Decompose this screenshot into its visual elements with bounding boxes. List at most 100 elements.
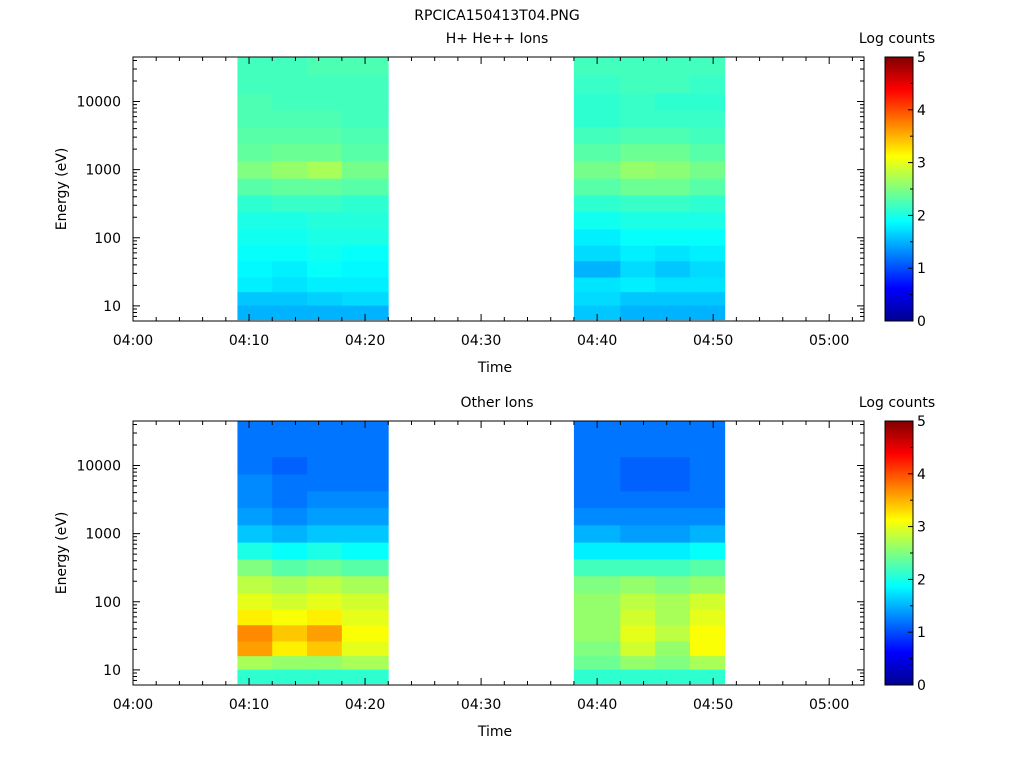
heatmap-cell <box>272 669 308 685</box>
heatmap-cell <box>655 260 691 278</box>
heatmap-cell <box>341 305 389 321</box>
heatmap-cell <box>573 260 621 278</box>
panel-1-title: H+ He++ Ions <box>446 31 549 47</box>
heatmap-cell <box>620 609 656 626</box>
heatmap-cell <box>237 92 273 111</box>
heatmap-cell <box>307 609 343 626</box>
heatmap-cell <box>655 474 691 492</box>
heatmap-cell <box>620 524 656 543</box>
heatmap-cell <box>655 575 691 594</box>
heatmap-cell <box>307 490 343 509</box>
heatmap-cell <box>573 641 621 657</box>
heatmap-cell <box>237 211 273 230</box>
heatmap-cell <box>689 110 726 128</box>
colorbar-tick-label: 1 <box>917 261 926 277</box>
heatmap-cell <box>341 421 389 440</box>
heatmap-cell <box>341 126 389 145</box>
heatmap-cell <box>655 490 691 509</box>
heatmap-cell <box>689 609 726 626</box>
heatmap-cell <box>272 507 308 526</box>
heatmap-cell <box>620 178 656 196</box>
heatmap-cell <box>272 609 308 626</box>
heatmap-cell <box>272 624 308 642</box>
heatmap-cell <box>620 559 656 577</box>
heatmap-cell <box>620 421 656 440</box>
x-tick-label: 04:20 <box>345 333 385 349</box>
heatmap-cell <box>272 641 308 657</box>
heatmap-cell <box>573 507 621 526</box>
heatmap-cell <box>573 92 621 111</box>
colorbar <box>884 56 914 322</box>
page-title: RPCICA150413T04.PNG <box>414 8 579 24</box>
heatmap-cell <box>655 160 691 179</box>
heatmap-cell <box>655 195 691 213</box>
heatmap-cell <box>272 542 308 560</box>
heatmap-cell <box>689 305 726 321</box>
heatmap-cell <box>620 542 656 560</box>
heatmap-cell <box>620 641 656 657</box>
heatmap-cell <box>620 456 656 475</box>
heatmap-cell <box>341 229 389 246</box>
heatmap-cell <box>307 524 343 543</box>
colorbar-tick-label: 0 <box>917 678 926 694</box>
x-tick-label: 05:00 <box>809 333 849 349</box>
heatmap-cell <box>620 229 656 246</box>
heatmap-cell <box>307 211 343 230</box>
heatmap-cell <box>620 490 656 509</box>
heatmap-cell <box>620 655 656 670</box>
heatmap-cell <box>307 593 343 610</box>
heatmap-cell <box>341 490 389 509</box>
heatmap-cell <box>307 195 343 213</box>
heatmap-cell <box>341 57 389 76</box>
heatmap-cell <box>307 57 343 76</box>
x-tick-label: 04:10 <box>229 697 269 713</box>
heatmap-cell <box>655 609 691 626</box>
heatmap-cell <box>341 160 389 179</box>
heatmap-cell <box>341 92 389 111</box>
heatmap-cell <box>689 195 726 213</box>
heatmap-cell <box>689 474 726 492</box>
heatmap-cell <box>341 178 389 196</box>
heatmap-cell <box>655 542 691 560</box>
heatmap-cell <box>272 195 308 213</box>
heatmap-cell <box>689 92 726 111</box>
heatmap-cell <box>237 291 273 306</box>
colorbar-tick-label: 5 <box>917 50 926 66</box>
heatmap-cell <box>307 245 343 262</box>
heatmap-cell <box>620 277 656 293</box>
heatmap-cell <box>689 245 726 262</box>
heatmap-cell <box>573 474 621 492</box>
heatmap-cell <box>237 542 273 560</box>
heatmap-cell <box>341 542 389 560</box>
heatmap-cell <box>341 439 389 458</box>
heatmap-cell <box>237 229 273 246</box>
panel-2-xlabel: Time <box>477 724 512 740</box>
heatmap-cell <box>689 624 726 642</box>
heatmap-cell <box>237 524 273 543</box>
heatmap-cell <box>307 507 343 526</box>
heatmap-cell <box>655 75 691 94</box>
y-tick-label: 100 <box>94 231 121 247</box>
heatmap-cell <box>689 260 726 278</box>
heatmap-cell <box>237 160 273 179</box>
heatmap-cell <box>307 160 343 179</box>
heatmap-cell <box>573 245 621 262</box>
heatmap-cell <box>272 160 308 179</box>
heatmap-cell <box>237 277 273 293</box>
heatmap-cell <box>272 260 308 278</box>
heatmap-cell <box>272 655 308 670</box>
heatmap-cell <box>272 559 308 577</box>
heatmap-cell <box>307 421 343 440</box>
heatmap-cell <box>689 277 726 293</box>
heatmap-cell <box>237 593 273 610</box>
heatmap-cell <box>655 456 691 475</box>
x-tick-label: 04:50 <box>693 697 733 713</box>
heatmap-cell <box>237 110 273 128</box>
y-tick-label: 1000 <box>85 527 121 543</box>
heatmap-cell <box>307 75 343 94</box>
plot-layer: 04:00 04:10 04:20 04:30 04:40 04:50 05:0010100… <box>76 50 926 713</box>
heatmap-cell <box>573 195 621 213</box>
x-tick-label: 04:10 <box>229 333 269 349</box>
heatmap-cell <box>237 609 273 626</box>
heatmap-cell <box>272 456 308 475</box>
